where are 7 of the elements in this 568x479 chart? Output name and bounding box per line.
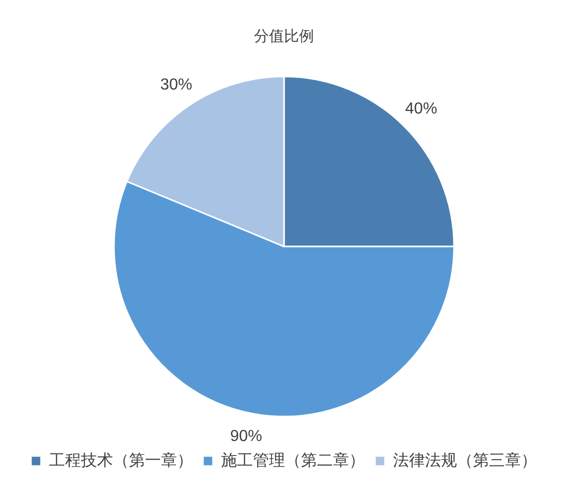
- data-label: 40%: [405, 100, 438, 118]
- data-label: 90%: [230, 428, 262, 446]
- data-label: 30%: [160, 76, 192, 94]
- legend-label: 工程技术（第一章）: [49, 451, 193, 470]
- chart-title: 分值比例: [254, 28, 314, 46]
- legend-label: 法律法规（第三章）: [393, 451, 537, 470]
- legend-label: 施工管理（第二章）: [221, 451, 365, 470]
